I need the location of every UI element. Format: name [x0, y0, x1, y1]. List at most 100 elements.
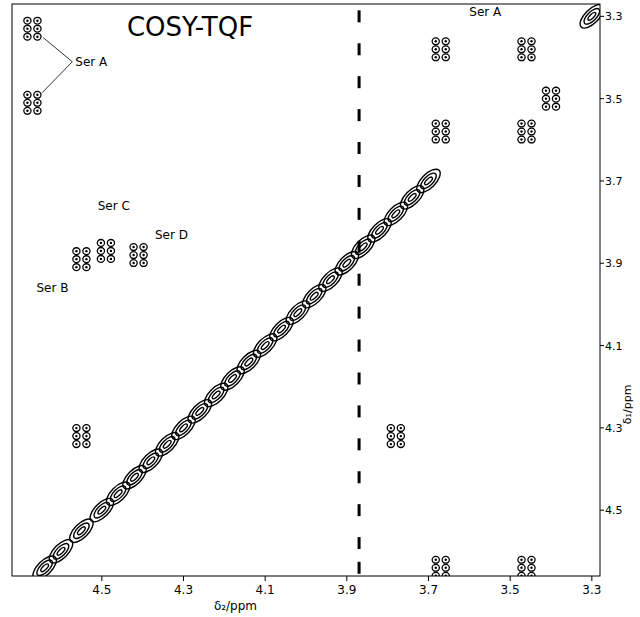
x-tick [428, 576, 429, 581]
x-tick-label: 3.7 [419, 583, 438, 597]
contour-ring [518, 128, 525, 135]
contour-core [445, 575, 447, 576]
contour-ring [432, 564, 439, 571]
noise-dash [358, 43, 361, 55]
contour-ring [119, 462, 150, 493]
contour-ring [552, 87, 559, 94]
diagonal-peak [66, 515, 97, 546]
contour-ring [387, 425, 394, 432]
x-tick-label: 4.1 [256, 583, 275, 597]
x-tick-label: 4.3 [174, 583, 193, 597]
y-axis-title: δ₁/ppm [621, 385, 634, 425]
contour-ring [222, 368, 243, 389]
t1-noise-peak [358, 562, 361, 574]
contour-ring [364, 215, 395, 246]
contour-ring [34, 25, 41, 32]
noise-dash [358, 142, 361, 154]
noise-dash [358, 438, 361, 450]
contour-ring [71, 520, 92, 541]
diagonal-peak [119, 462, 150, 493]
contour-ring [86, 495, 117, 526]
y-tick-label: 3.3 [605, 10, 623, 23]
contour-ring [282, 297, 313, 328]
contour-ring [337, 253, 358, 274]
diagonal-peak [217, 363, 248, 394]
t1-noise-peak [358, 340, 361, 352]
contour-core [26, 35, 28, 37]
t1-noise-peak [358, 471, 361, 483]
contour-ring [528, 54, 535, 61]
contour-ring [369, 220, 390, 241]
contour-ring [386, 204, 407, 225]
contour-ring [518, 136, 525, 143]
contour-ring [34, 558, 55, 576]
contour-ring [397, 425, 404, 432]
noise-dash [358, 10, 361, 22]
contour-ring [228, 374, 238, 384]
t1-noise-peak [358, 142, 361, 154]
contour-core [110, 258, 112, 260]
contour-core [400, 435, 402, 437]
x-tick [183, 576, 184, 581]
contour-ring [34, 99, 41, 106]
contour-ring [97, 240, 104, 247]
contour-core [520, 575, 522, 576]
contour-ring [528, 136, 535, 143]
noise-dash [358, 208, 361, 220]
contour-core [390, 443, 392, 445]
contour-ring [73, 264, 80, 271]
t1-noise-peak [358, 307, 361, 319]
t1-noise-peak [358, 43, 361, 55]
y-tick-label: 3.9 [605, 257, 623, 270]
x-tick [510, 576, 511, 581]
cross-peak-peak [542, 87, 559, 110]
series-cross-peak [24, 17, 560, 576]
x-axis-title: δ₂/ppm [214, 599, 257, 613]
contour-core [520, 122, 522, 124]
contour-core [530, 48, 532, 50]
contour-core [520, 48, 522, 50]
x-tick-label: 4.5 [92, 583, 111, 597]
contour-ring [442, 38, 449, 45]
contour-ring [442, 556, 449, 563]
contour-core [545, 105, 547, 107]
contour-core [520, 567, 522, 569]
annotation: Ser C [98, 199, 130, 213]
contour-core [110, 242, 112, 244]
diagonal-peak [152, 429, 183, 460]
contour-core [445, 48, 447, 50]
noise-dash [358, 372, 361, 384]
contour-ring [45, 536, 76, 567]
contour-core [445, 567, 447, 569]
contour-ring [413, 165, 444, 196]
contour-ring [518, 46, 525, 53]
contour-ring [135, 445, 166, 476]
cross-peak-peak [518, 556, 535, 576]
contour-ring [304, 286, 325, 307]
contour-ring [162, 439, 172, 449]
contour-core [435, 40, 437, 42]
y-tick [600, 16, 604, 17]
t1-noise-peak [358, 10, 361, 22]
x-tick-label: 3.9 [337, 583, 356, 597]
contour-ring [255, 335, 276, 356]
title-box: COSY-TQF [119, 6, 261, 46]
contour-ring [442, 136, 449, 143]
contour-ring [528, 556, 535, 563]
contour-core [85, 443, 87, 445]
y-tick-label: 4.3 [605, 422, 623, 435]
contour-ring [353, 237, 374, 258]
diagonal-peak [184, 396, 215, 427]
contour-ring [56, 546, 66, 556]
contour-ring [83, 433, 90, 440]
contour-ring [76, 526, 86, 536]
contour-ring [195, 406, 205, 416]
noise-dash [358, 175, 361, 187]
contour-ring [387, 433, 394, 440]
diagonal-peak [380, 198, 411, 229]
contour-core [435, 138, 437, 140]
y-tick [600, 263, 604, 264]
contour-core [85, 435, 87, 437]
contour-ring [518, 572, 525, 576]
contour-ring [201, 379, 232, 410]
